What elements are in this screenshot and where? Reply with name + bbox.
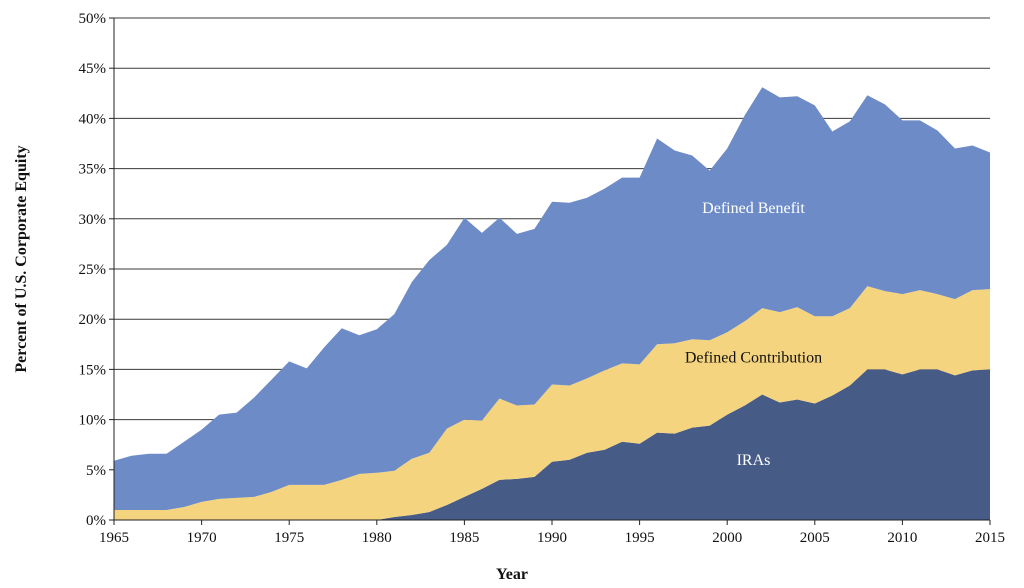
x-tick-label: 2005 [800,530,830,546]
x-tick-label: 1995 [625,530,655,546]
x-tick-labels: 1965 1970 1975 1980 1985 1990 1995 2000 2005 2010… [99,530,1005,546]
x-axis-title: Year [496,566,528,583]
y-axis-title: Percent of U.S. Corporate Equity [13,145,30,372]
x-tick-label: 1965 [99,530,129,546]
area-defined-benefit [114,87,990,510]
y-tick-label: 30% [79,212,107,228]
area-iras [114,369,990,520]
x-tick-label: 1975 [274,530,304,546]
x-tick-label: 2000 [712,530,742,546]
y-tick-label: 15% [79,362,107,378]
y-tick-label: 35% [79,162,107,178]
y-tick-label: 20% [79,312,107,328]
series-label-defined-benefit: Defined Benefit [702,200,805,217]
series-label-defined-contribution: Defined Contribution [685,349,822,366]
axes [109,17,991,525]
x-tick-label: 2015 [975,530,1005,546]
series-label-iras: IRAs [737,452,771,469]
x-tick-label: 1990 [537,530,567,546]
x-tick-label: 2010 [887,530,917,546]
y-tick-label: 5% [86,463,106,479]
series-labels: IRAs Defined Contribution Defined Benefit [685,200,822,469]
x-tick-label: 1970 [187,530,217,546]
area-defined-contribution [114,286,990,520]
y-tick-label: 25% [79,262,107,278]
area-series [114,87,990,520]
y-tick-labels: 0% 5% 10% 15% 20% 25% 30% 35% 40% 45% 50% [79,11,107,529]
y-tick-label: 45% [79,61,107,77]
x-tick-label: 1985 [449,530,479,546]
y-tick-label: 0% [86,513,106,529]
y-tick-label: 10% [79,413,107,429]
y-tick-label: 40% [79,111,107,127]
x-tick-label: 1980 [362,530,392,546]
y-tick-label: 50% [79,11,107,27]
